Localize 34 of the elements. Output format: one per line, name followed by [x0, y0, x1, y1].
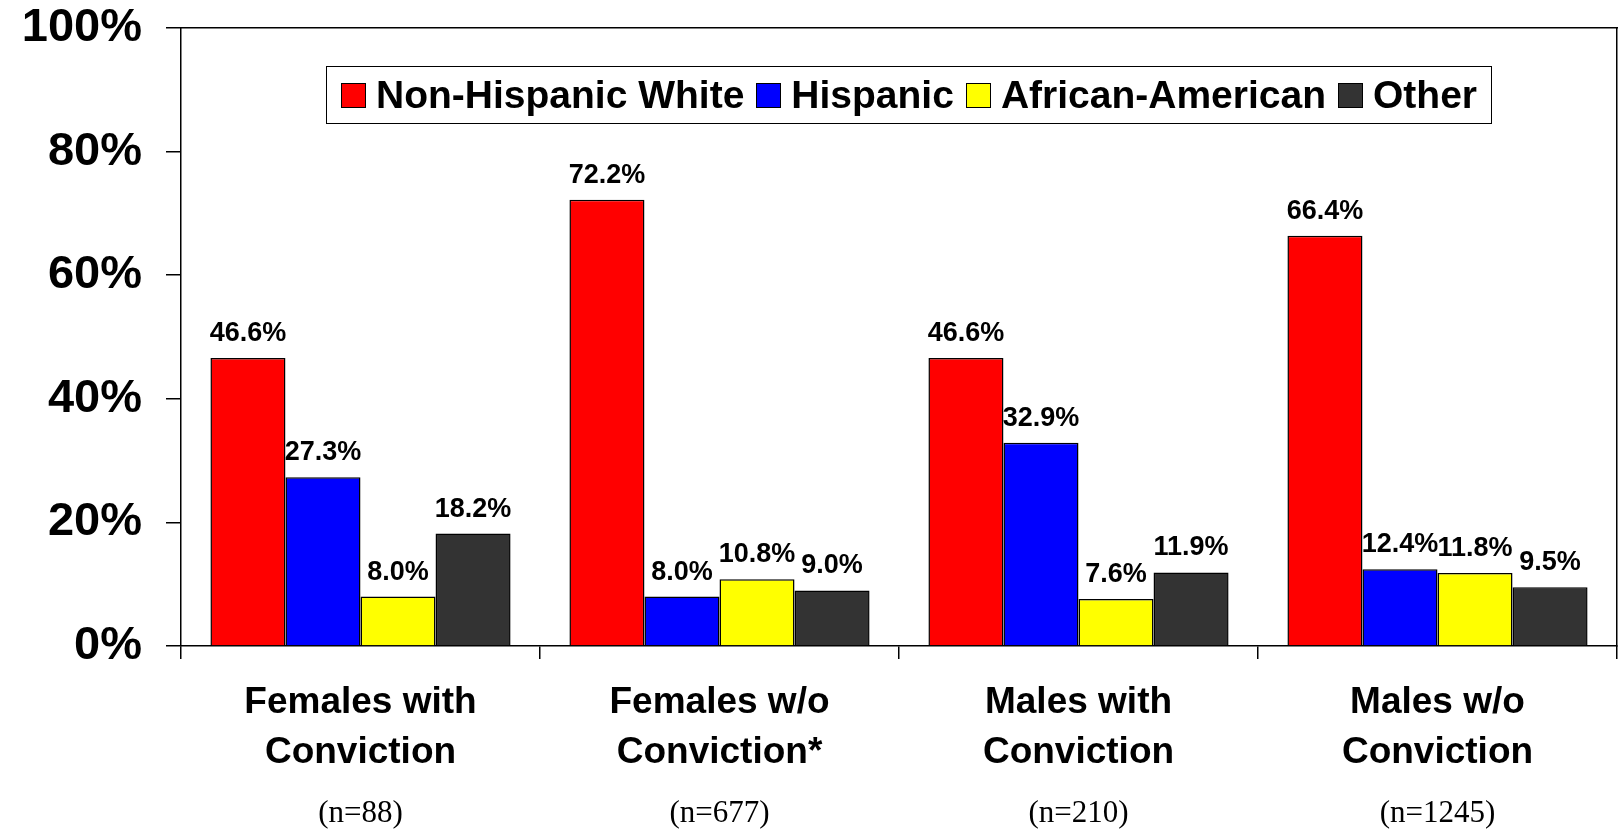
- y-tick-label: 0%: [74, 615, 142, 669]
- x-tick-label: Females with Conviction: [244, 680, 477, 772]
- y-tick-label: 80%: [47, 121, 142, 175]
- data-label: 8.0%: [367, 555, 429, 586]
- data-label: 72.2%: [568, 158, 646, 189]
- x-tick-label: Males w/o Conviction: [1341, 680, 1534, 772]
- data-label: 12.4%: [1361, 528, 1439, 559]
- text: (n=210): [1028, 794, 1129, 829]
- legend-label: Hispanic: [791, 73, 954, 117]
- data-label: 10.8%: [718, 538, 796, 569]
- data-label: 27.3%: [284, 436, 362, 467]
- data-label: 46.6%: [209, 317, 287, 348]
- data-label: 46.6%: [927, 317, 1005, 348]
- legend-label: Non-Hispanic White: [376, 73, 745, 117]
- text: (n=88): [318, 794, 403, 829]
- legend-label: Other: [1373, 73, 1478, 117]
- text: (n=1245): [1379, 794, 1496, 829]
- data-label: 9.5%: [1519, 546, 1581, 577]
- data-label: 32.9%: [1002, 401, 1080, 432]
- y-tick-label: 60%: [47, 245, 142, 299]
- x-tick-label: Males with Conviction: [982, 680, 1175, 772]
- data-label: 18.2%: [434, 492, 512, 523]
- data-label: 9.0%: [801, 549, 863, 580]
- y-tick-label: 100%: [21, 0, 142, 51]
- data-label: 7.6%: [1085, 558, 1147, 589]
- data-label: 11.8%: [1437, 532, 1513, 563]
- x-tick-label: Females w/o Conviction*: [609, 680, 830, 772]
- data-label: 8.0%: [651, 555, 713, 586]
- data-label: 11.9%: [1153, 531, 1229, 562]
- y-tick-label: 40%: [47, 368, 142, 422]
- text: (n=677): [669, 794, 770, 829]
- y-tick-label: 20%: [47, 492, 142, 546]
- data-label: 66.4%: [1286, 194, 1364, 225]
- legend-label: African-American: [1000, 73, 1327, 117]
